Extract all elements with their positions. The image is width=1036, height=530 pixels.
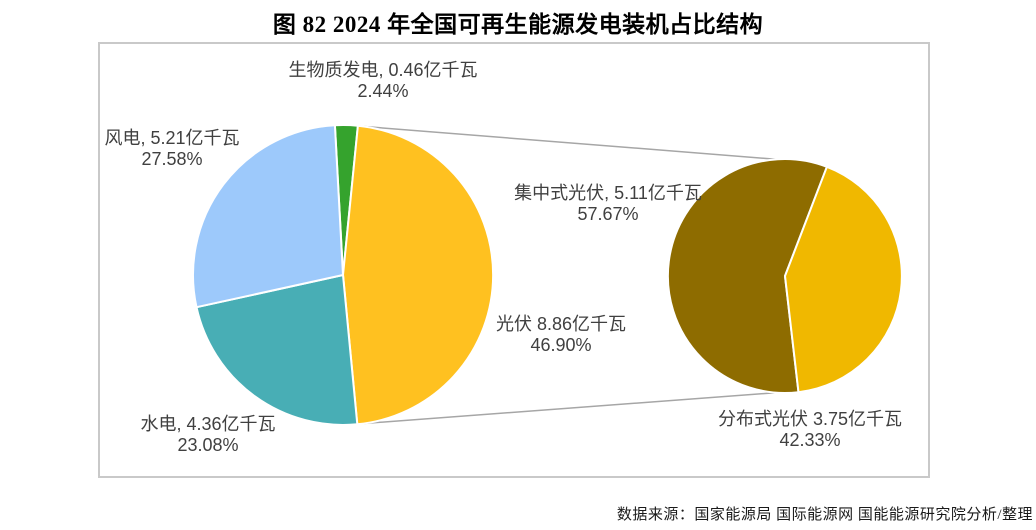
- slice-centralized-pv: [666, 158, 828, 394]
- label-centralized-pv-text: 集中式光伏, 5.11亿千瓦: [514, 183, 702, 203]
- label-wind-percent: 27.58%: [141, 149, 203, 169]
- label-centralized-pv-percent: 57.67%: [577, 204, 639, 224]
- source-note: 数据来源：国家能源局 国际能源网 国能能源研究院分析/整理: [616, 507, 1033, 523]
- label-wind-text: 风电, 5.21亿千瓦: [104, 128, 240, 148]
- main-pie: [192, 123, 495, 426]
- slice-wind: [192, 124, 344, 309]
- label-wind: 风电, 5.21亿千瓦 27.58%: [12, 128, 332, 170]
- label-distributed-pv-percent: 42.33%: [779, 430, 841, 450]
- label-hydro: 水电, 4.36亿千瓦 23.08%: [48, 414, 368, 456]
- label-distributed-pv-text: 分布式光伏 3.75亿千瓦: [717, 409, 903, 429]
- label-biomass-text: 生物质发电, 0.46亿千瓦: [288, 60, 478, 80]
- chart-title: 图 82 2024 年全国可再生能源发电装机占比结构: [272, 12, 764, 37]
- label-hydro-percent: 23.08%: [177, 435, 239, 455]
- slice-hydro: [195, 274, 359, 426]
- label-pv-text: 光伏 8.86亿千瓦: [495, 314, 627, 334]
- connector-top-line: [357, 125, 786, 161]
- label-pv: 光伏 8.86亿千瓦 46.90%: [401, 314, 721, 356]
- secondary-pie: [666, 158, 903, 394]
- label-biomass-percent: 2.44%: [357, 81, 409, 101]
- label-distributed-pv: 分布式光伏 3.75亿千瓦 42.33%: [650, 409, 970, 451]
- label-centralized-pv: 集中式光伏, 5.11亿千瓦 57.67%: [448, 183, 768, 225]
- label-pv-percent: 46.90%: [530, 335, 592, 355]
- connector-bottom-line: [356, 391, 786, 425]
- label-biomass: 生物质发电, 0.46亿千瓦 2.44%: [223, 60, 543, 102]
- slice-pv: [342, 124, 495, 426]
- slice-distributed-pv: [784, 165, 903, 394]
- label-hydro-text: 水电, 4.36亿千瓦: [140, 414, 276, 434]
